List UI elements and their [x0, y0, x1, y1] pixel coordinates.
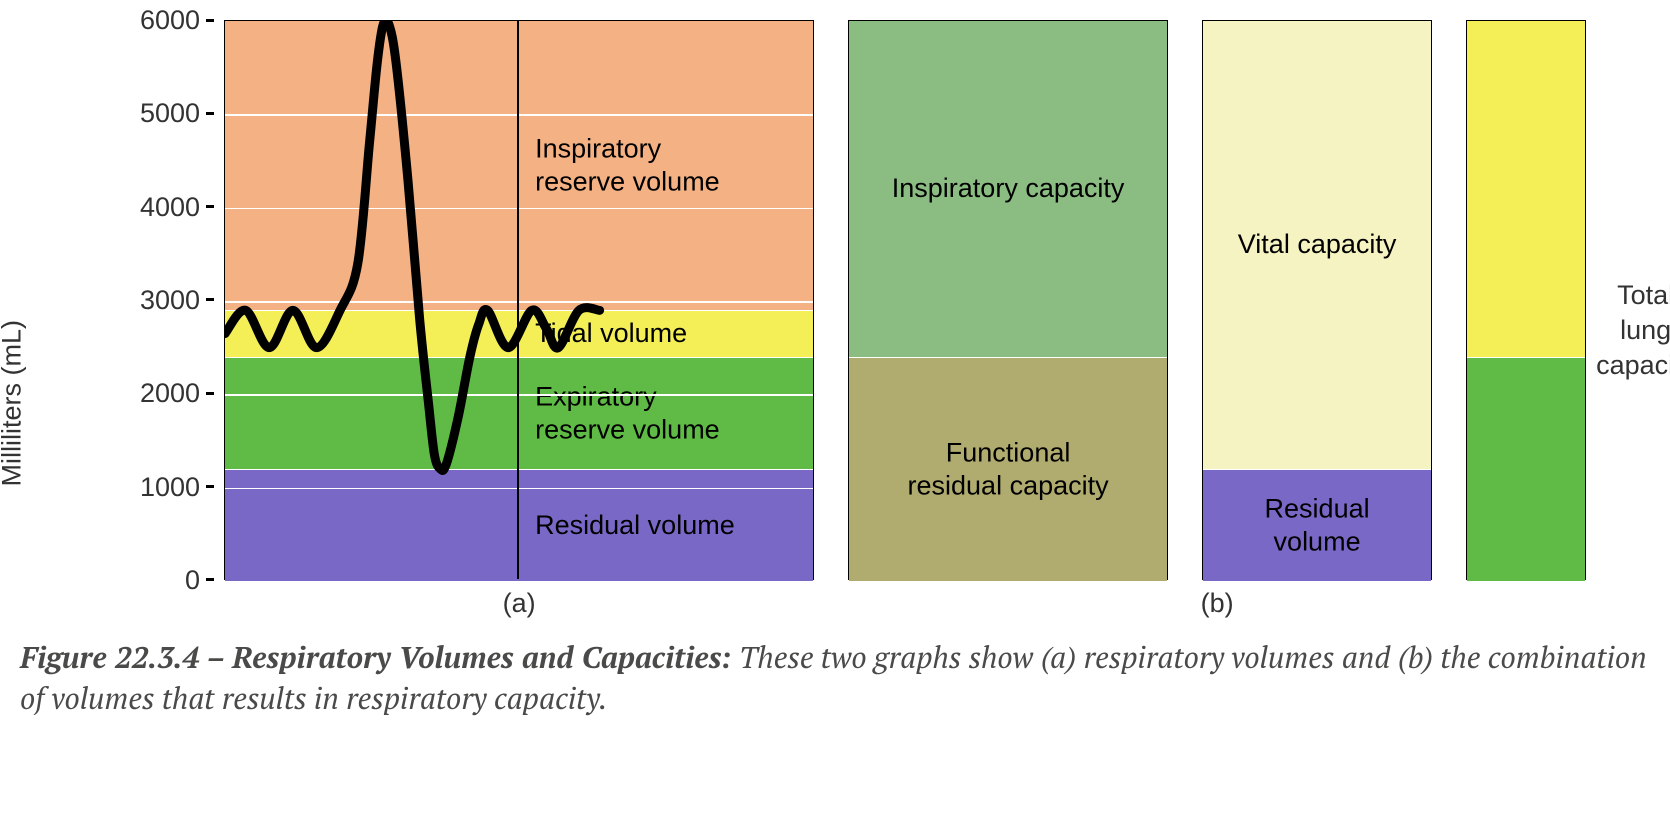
y-axis-label: Milliliters (mL): [0, 320, 28, 486]
total-lung-capacity-label: Totallungcapacity: [1596, 278, 1670, 383]
volume-band-label-rv: Residual volume: [535, 509, 735, 543]
panel-b: Inspiratory capacity Functionalresidual c…: [848, 20, 1586, 619]
capacity-band-label-rv2: Residualvolume: [1214, 492, 1419, 560]
capacity-band-label-vc: Vital capacity: [1214, 228, 1419, 262]
figure-title-sep: –: [199, 637, 232, 677]
capacity-band-tlc_top: [1467, 21, 1585, 357]
gridline: [225, 208, 813, 210]
capacity-band-vc: Vital capacity: [1203, 21, 1431, 469]
figure-caption: Figure 22.3.4 – Respiratory Volumes and …: [20, 637, 1650, 720]
capacity-band-tlc_bot: [1467, 357, 1585, 581]
capacity-column-vc-rv: Vital capacity Residualvolume: [1202, 20, 1432, 580]
capacity-band-label-frc: Functionalresidual capacity: [865, 436, 1151, 504]
panel-a: Milliliters (mL) 60005000400030002000100…: [20, 20, 814, 619]
gridline: [225, 114, 813, 116]
capacity-band-ic: Inspiratory capacity: [849, 21, 1167, 357]
volumes-column: Inspiratoryreserve volume Tidal volume Exp…: [224, 20, 814, 580]
volume-band-label-tv: Tidal volume: [535, 317, 687, 351]
panel-b-label: (b): [848, 588, 1586, 619]
charts-row: Milliliters (mL) 60005000400030002000100…: [20, 20, 1650, 619]
capacity-column-ic-frc: Inspiratory capacity Functionalresidual c…: [848, 20, 1168, 580]
y-axis-ticks: 6000500040003000200010000: [140, 20, 224, 580]
volume-band-rv: Residual volume: [225, 469, 813, 581]
capacity-band-label-ic: Inspiratory capacity: [865, 172, 1151, 206]
volume-band-irv: Inspiratoryreserve volume: [225, 21, 813, 310]
gridline: [225, 301, 813, 303]
volume-band-label-erv: Expiratoryreserve volume: [535, 380, 720, 448]
capacity-band-frc: Functionalresidual capacity: [849, 357, 1167, 581]
figure-container: Milliliters (mL) 60005000400030002000100…: [20, 20, 1650, 720]
gridline: [225, 394, 813, 396]
volume-band-tv: Tidal volume: [225, 310, 813, 357]
gridline: [225, 488, 813, 490]
capacity-column-tlc: [1466, 20, 1586, 580]
volume-band-label-irv: Inspiratoryreserve volume: [535, 132, 720, 200]
capacity-band-rv2: Residualvolume: [1203, 469, 1431, 581]
panel-a-label: (a): [224, 588, 814, 619]
figure-title: Respiratory Volumes and Capacities:: [232, 637, 732, 677]
figure-number: Figure 22.3.4: [20, 637, 199, 677]
panel-a-divider: [517, 21, 519, 579]
volume-band-erv: Expiratoryreserve volume: [225, 357, 813, 469]
